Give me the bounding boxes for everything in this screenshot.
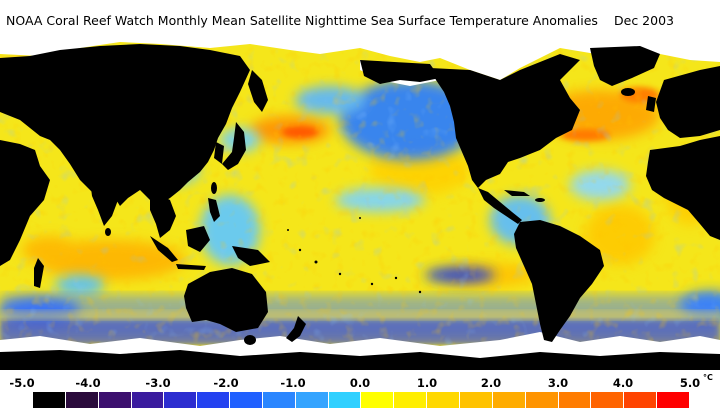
japan-land — [222, 122, 246, 170]
arctic-sea-ice — [0, 40, 720, 80]
legend-swatch — [394, 392, 428, 408]
legend-swatch — [459, 392, 493, 408]
legend-swatch — [131, 392, 165, 408]
greenland-land — [590, 46, 660, 86]
africa-land — [0, 140, 50, 266]
legend-swatch — [33, 392, 66, 408]
legend-tick-label: 5.0 — [679, 376, 701, 390]
title-bar: NOAA Coral Reef Watch Monthly Mean Satel… — [0, 0, 720, 40]
eurasia-land — [0, 44, 250, 206]
legend-swatch — [262, 392, 296, 408]
temperature-legend: -5.0 -4.0 -3.0 -2.0 -1.0 0.0 1.0 2.0 3.0… — [0, 372, 720, 411]
legend-tick-label: -5.0 — [9, 376, 35, 390]
map-title: NOAA Coral Reef Watch Monthly Mean Satel… — [6, 13, 598, 28]
legend-tick-label: 2.0 — [480, 376, 502, 390]
legend-swatch — [525, 392, 559, 408]
land-masses — [0, 44, 720, 370]
legend-tick-label: -2.0 — [213, 376, 239, 390]
sst-anomaly-map — [0, 40, 720, 370]
legend-swatch — [558, 392, 592, 408]
legend-tick-label: 1.0 — [416, 376, 438, 390]
legend-swatch — [624, 392, 658, 408]
india-land — [90, 180, 118, 226]
legend-swatch — [657, 392, 689, 408]
australia-land — [184, 268, 268, 332]
legend-swatch — [295, 392, 329, 408]
legend-unit-label: °C — [703, 373, 713, 382]
legend-swatch — [65, 392, 99, 408]
legend-tick-label: 3.0 — [547, 376, 569, 390]
legend-swatch — [427, 392, 460, 408]
legend-swatch — [230, 392, 263, 408]
legend-tick-label: -4.0 — [75, 376, 101, 390]
legend-swatch — [492, 392, 526, 408]
south-america-land — [514, 220, 604, 342]
legend-tick-label: 4.0 — [612, 376, 634, 390]
legend-swatch — [591, 392, 625, 408]
map-date: Dec 2003 — [614, 13, 674, 28]
europe-land — [656, 66, 720, 138]
color-scale-bar — [33, 392, 689, 408]
north-america-land — [430, 54, 580, 188]
legend-swatch — [328, 392, 362, 408]
legend-swatch — [164, 392, 198, 408]
africa-west-land — [646, 136, 720, 240]
legend-tick-label: 0.0 — [349, 376, 371, 390]
legend-swatch — [197, 392, 231, 408]
legend-swatch — [361, 392, 395, 408]
antarctica-land — [0, 350, 720, 370]
legend-swatch — [98, 392, 132, 408]
legend-tick-label: -3.0 — [145, 376, 171, 390]
legend-tick-label: -1.0 — [280, 376, 306, 390]
